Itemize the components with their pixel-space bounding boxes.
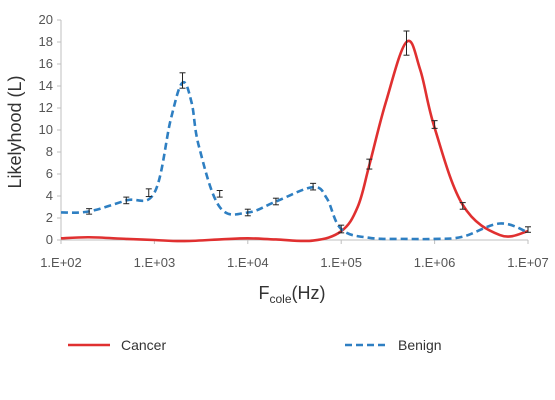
error-bar-benign (216, 190, 223, 198)
error-bar-benign (310, 182, 317, 191)
y-tick-label: 14 (39, 78, 53, 93)
error-bar-benign (145, 188, 152, 198)
y-tick-label: 0 (46, 232, 53, 247)
legend-label-benign: Benign (398, 337, 442, 353)
y-axis-label: Likelyhood (L) (5, 75, 25, 188)
x-axis-label-main: F (258, 283, 269, 303)
x-tick-label: 1.E+07 (507, 255, 549, 270)
series-line-benign (60, 80, 529, 241)
series-line-cancer (60, 39, 529, 243)
x-tick-label: 1.E+02 (40, 255, 82, 270)
y-tick-label: 20 (39, 12, 53, 27)
error-bar-benign (403, 30, 410, 56)
x-tick-label: 1.E+05 (320, 255, 362, 270)
error-bar-benign (179, 72, 186, 89)
chart-axes (57, 19, 529, 244)
y-tick-label: 8 (46, 144, 53, 159)
error-bar-benign (123, 196, 130, 205)
chart-plot-area (60, 30, 531, 243)
y-tick-label: 10 (39, 122, 53, 137)
y-tick-label: 6 (46, 166, 53, 181)
error-bar-cancer (459, 202, 466, 210)
y-tick-label: 18 (39, 34, 53, 49)
y-tick-label: 16 (39, 56, 53, 71)
error-bar-benign (366, 158, 373, 170)
x-axis-label-subscript: cole (269, 292, 291, 306)
x-axis-label: Fcole(Hz) (258, 283, 325, 306)
y-tick-label: 2 (46, 210, 53, 225)
error-bar-benign (338, 224, 345, 234)
error-bar-cancer (431, 120, 438, 129)
x-tick-label: 1.E+04 (227, 255, 269, 270)
y-tick-label: 12 (39, 100, 53, 115)
chart-legend: Cancer Benign (68, 337, 442, 353)
x-tick-label: 1.E+03 (134, 255, 176, 270)
y-tick-label: 4 (46, 188, 53, 203)
error-bar-cancer (525, 226, 531, 233)
legend-label-cancer: Cancer (121, 337, 166, 353)
error-bar-benign (272, 197, 279, 206)
x-axis-label-unit: (Hz) (292, 283, 326, 303)
x-tick-label: 1.E+06 (414, 255, 456, 270)
error-bar-benign (86, 208, 93, 215)
legend-entry-benign: Benign (345, 337, 442, 353)
chart-tick-labels: 0 2 4 6 8 10 12 14 16 18 20 1.E+02 1.E+03 1.E+04 1.E+0… (39, 12, 549, 270)
y-axis-title: Likelyhood (L) (5, 75, 25, 188)
legend-entry-cancer: Cancer (68, 337, 166, 353)
error-bar-benign (244, 208, 251, 217)
